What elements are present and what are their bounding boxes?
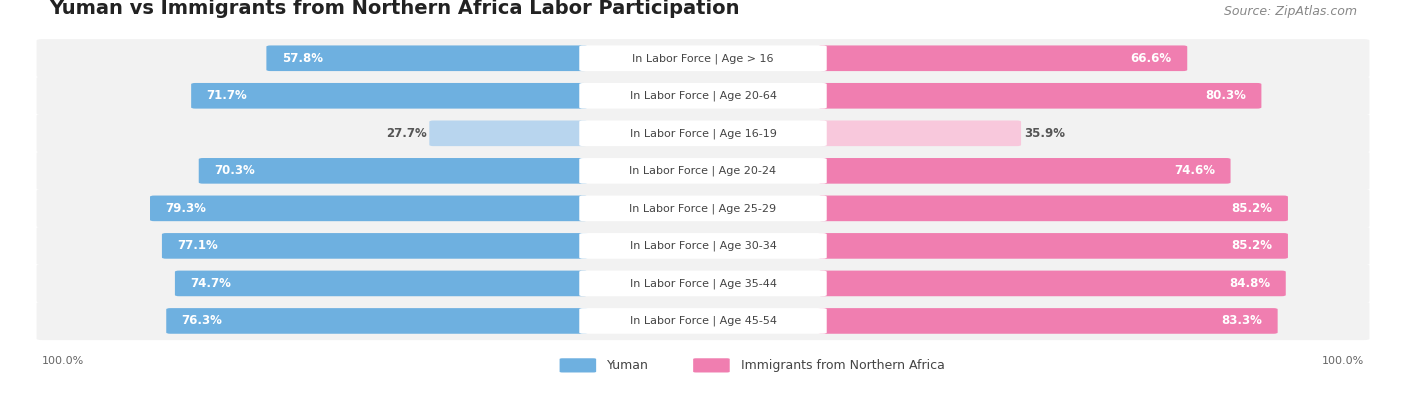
FancyBboxPatch shape [37,264,1369,303]
Text: 57.8%: 57.8% [281,52,323,65]
FancyBboxPatch shape [37,39,1369,77]
FancyBboxPatch shape [818,196,1288,221]
Text: 85.2%: 85.2% [1232,202,1272,215]
Text: In Labor Force | Age 30-34: In Labor Force | Age 30-34 [630,241,776,251]
FancyBboxPatch shape [818,233,1288,259]
FancyBboxPatch shape [579,83,827,109]
Text: 80.3%: 80.3% [1205,89,1246,102]
Text: 85.2%: 85.2% [1232,239,1272,252]
FancyBboxPatch shape [579,196,827,221]
FancyBboxPatch shape [198,158,588,184]
Text: In Labor Force | Age 35-44: In Labor Force | Age 35-44 [630,278,776,289]
FancyBboxPatch shape [150,196,588,221]
Text: In Labor Force | Age 20-24: In Labor Force | Age 20-24 [630,166,776,176]
Text: Yuman vs Immigrants from Northern Africa Labor Participation: Yuman vs Immigrants from Northern Africa… [49,0,740,18]
FancyBboxPatch shape [818,308,1278,334]
Text: 83.3%: 83.3% [1222,314,1263,327]
Text: 27.7%: 27.7% [385,127,426,140]
Text: 84.8%: 84.8% [1229,277,1270,290]
FancyBboxPatch shape [37,302,1369,340]
FancyBboxPatch shape [579,308,827,334]
FancyBboxPatch shape [818,45,1187,71]
Text: In Labor Force | Age > 16: In Labor Force | Age > 16 [633,53,773,64]
Text: 35.9%: 35.9% [1024,127,1064,140]
FancyBboxPatch shape [818,158,1230,184]
Text: Source: ZipAtlas.com: Source: ZipAtlas.com [1223,5,1357,18]
Text: 79.3%: 79.3% [166,202,207,215]
FancyBboxPatch shape [579,158,827,184]
FancyBboxPatch shape [579,233,827,259]
FancyBboxPatch shape [174,271,588,296]
Text: 74.6%: 74.6% [1174,164,1215,177]
FancyBboxPatch shape [191,83,588,109]
FancyBboxPatch shape [818,271,1285,296]
FancyBboxPatch shape [37,114,1369,152]
FancyBboxPatch shape [37,152,1369,190]
FancyBboxPatch shape [37,189,1369,228]
Text: In Labor Force | Age 25-29: In Labor Force | Age 25-29 [630,203,776,214]
Text: 100.0%: 100.0% [1322,356,1364,365]
Text: 66.6%: 66.6% [1130,52,1171,65]
Text: 100.0%: 100.0% [42,356,84,365]
FancyBboxPatch shape [429,120,588,146]
Text: 71.7%: 71.7% [207,89,247,102]
FancyBboxPatch shape [818,120,1021,146]
FancyBboxPatch shape [266,45,588,71]
FancyBboxPatch shape [693,358,730,372]
Text: 74.7%: 74.7% [190,277,231,290]
Text: Immigrants from Northern Africa: Immigrants from Northern Africa [741,359,945,372]
FancyBboxPatch shape [579,120,827,146]
FancyBboxPatch shape [37,77,1369,115]
FancyBboxPatch shape [818,83,1261,109]
FancyBboxPatch shape [166,308,588,334]
Text: 70.3%: 70.3% [214,164,254,177]
Text: 76.3%: 76.3% [181,314,222,327]
Text: In Labor Force | Age 16-19: In Labor Force | Age 16-19 [630,128,776,139]
FancyBboxPatch shape [579,271,827,296]
FancyBboxPatch shape [37,227,1369,265]
Text: Yuman: Yuman [607,359,650,372]
FancyBboxPatch shape [560,358,596,372]
Text: In Labor Force | Age 20-64: In Labor Force | Age 20-64 [630,90,776,101]
FancyBboxPatch shape [162,233,588,259]
Text: 77.1%: 77.1% [177,239,218,252]
Text: In Labor Force | Age 45-54: In Labor Force | Age 45-54 [630,316,776,326]
FancyBboxPatch shape [579,45,827,71]
